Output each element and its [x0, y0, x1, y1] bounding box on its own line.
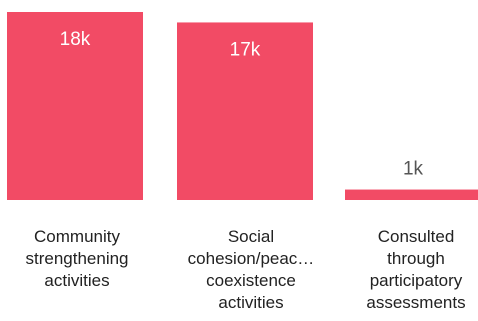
category-label-3-line-1: Consulted: [378, 227, 455, 246]
category-label-2-line-2: cohesion/peac…: [188, 249, 315, 268]
value-label-3: 1k: [403, 159, 424, 180]
value-labels-layer: 18k 17k 1k: [60, 29, 424, 180]
category-label-1-line-2: strengthening: [25, 249, 128, 268]
bar-1: [7, 12, 143, 200]
value-label-1: 18k: [60, 29, 91, 50]
bar-3: [345, 189, 478, 200]
category-label-2-line-4: activities: [218, 293, 283, 312]
value-label-2: 17k: [230, 39, 261, 60]
bars-layer: [7, 12, 478, 201]
category-labels-layer: Community strengthening activities Social co…: [25, 227, 465, 312]
category-label-2-line-1: Social: [228, 227, 274, 246]
category-label-3-line-2: through: [387, 249, 445, 268]
category-label-1-line-3: activities: [44, 271, 109, 290]
category-label-3-line-4: assessments: [366, 293, 465, 312]
category-label-3-line-3: participatory: [370, 271, 463, 290]
category-label-2-line-3: coexistence: [206, 271, 296, 290]
bar-2: [177, 22, 313, 201]
category-label-1-line-1: Community: [34, 227, 120, 246]
